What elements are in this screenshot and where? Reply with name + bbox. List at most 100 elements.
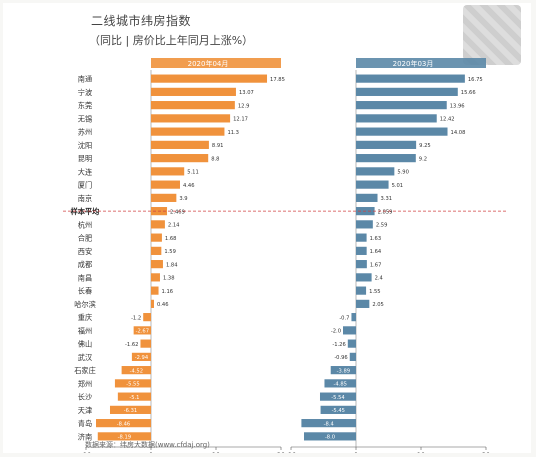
chart-title: 二线城市纬房指数 — [91, 14, 192, 28]
apr-value-label: 8.8 — [211, 156, 219, 162]
mar-bar — [356, 193, 378, 202]
apr-value-label: -4.52 — [130, 368, 143, 374]
mar-tick-label: 10 — [417, 451, 425, 453]
mar-value-label: -5.54 — [331, 395, 345, 401]
mar-bar — [356, 286, 367, 295]
mar-value-label: 2.859 — [378, 209, 393, 215]
apr-value-label: 2.14 — [168, 223, 180, 229]
apr-value-label: 12.17 — [233, 117, 248, 123]
mar-value-label: 2.05 — [372, 302, 384, 308]
category-label: 济南 — [78, 432, 92, 441]
chart-subtitle: （同比 | 房价比上年同月上涨%） — [89, 34, 254, 47]
mar-bar — [356, 127, 448, 136]
mar-bar — [356, 101, 447, 110]
apr-bar — [151, 180, 180, 189]
category-label: 厦门 — [78, 181, 92, 190]
apr-bar — [131, 352, 151, 361]
apr-bar — [140, 339, 151, 348]
blurred-thumbnail — [463, 5, 521, 65]
apr-value-label: -2.94 — [135, 355, 149, 361]
mar-bar — [356, 220, 373, 229]
mar-bar — [349, 352, 356, 361]
apr-bar — [109, 405, 151, 414]
category-label: 合肥 — [78, 234, 92, 243]
mar-tick-label: 0 — [354, 451, 358, 453]
apr-value-label: -1.62 — [125, 342, 138, 348]
apr-bar — [143, 313, 151, 322]
mar-bar — [356, 233, 367, 242]
category-label: 南昌 — [78, 273, 92, 282]
apr-bar — [151, 220, 165, 229]
apr-bar — [151, 246, 162, 255]
apr-bar — [151, 193, 177, 202]
apr-value-label: 13.07 — [239, 90, 254, 96]
mar-value-label: 2.4 — [375, 276, 384, 282]
apr-bar — [151, 101, 235, 110]
mar-bar — [356, 140, 417, 149]
mar-value-label: 15.66 — [461, 90, 476, 96]
category-label: 福州 — [78, 326, 92, 335]
apr-value-label: 2.469 — [170, 209, 185, 215]
category-label: 武汉 — [78, 353, 92, 362]
mar-value-label: 16.75 — [468, 77, 483, 83]
mar-value-label: -0.7 — [339, 315, 349, 321]
mar-value-label: 1.55 — [369, 289, 381, 295]
apr-tick-label: -10 — [81, 451, 92, 453]
mar-bar — [301, 419, 356, 428]
mar-value-label: -8.4 — [324, 421, 335, 427]
category-label: 昆明 — [78, 154, 92, 163]
category-label: 重庆 — [78, 313, 92, 322]
bar-charts: 2020年04月 17.85 南通 13.07 宁波 12.9 东莞 12.17 无锡 11.3 苏… — [63, 58, 508, 453]
mar-bar — [356, 167, 395, 176]
apr-value-label: 4.46 — [183, 183, 195, 189]
apr-tick-label: 20 — [277, 451, 285, 453]
mar-bar — [324, 379, 356, 388]
apr-value-label: 17.85 — [270, 77, 285, 83]
mar-title-band — [356, 58, 486, 68]
apr-value-label: -5.1 — [129, 395, 139, 401]
mar-bar — [356, 260, 367, 269]
apr-bar — [151, 299, 154, 308]
category-label: 无锡 — [78, 114, 92, 123]
mar-value-label: -1.26 — [332, 342, 345, 348]
mar-value-label: -2.0 — [331, 329, 341, 335]
apr-panel-title: 2020年04月 — [188, 59, 229, 68]
category-label: 东莞 — [78, 101, 92, 110]
apr-bar — [114, 379, 151, 388]
apr-bar — [151, 74, 268, 83]
mar-bar — [347, 339, 356, 348]
category-label: 哈尔滨 — [74, 300, 96, 309]
apr-bar — [96, 419, 151, 428]
apr-bar — [151, 87, 236, 96]
mar-value-label: 12.42 — [440, 117, 455, 123]
category-label: 长春 — [78, 287, 92, 296]
mar-value-label: -8.0 — [325, 435, 335, 441]
apr-value-label: 1.16 — [162, 289, 174, 295]
apr-value-label: 8.91 — [212, 143, 224, 149]
apr-value-label: 5.11 — [187, 170, 199, 176]
apr-tick-label: 0 — [149, 451, 153, 453]
category-label: 沈阳 — [78, 141, 92, 150]
mar-value-label: 5.01 — [392, 183, 404, 189]
mar-bar — [356, 74, 465, 83]
apr-value-label: 11.3 — [227, 130, 239, 136]
apr-bar — [151, 127, 225, 136]
mar-value-label: 3.31 — [381, 196, 393, 202]
apr-bar — [151, 286, 159, 295]
apr-value-label: -1.2 — [131, 315, 141, 321]
apr-bar — [151, 233, 162, 242]
mar-tick-label: -10 — [286, 451, 297, 453]
apr-value-label: 12.9 — [238, 103, 250, 109]
category-label: 苏州 — [78, 128, 92, 137]
data-source: 数据来源：纬房大数据(www.cfdaj.org) — [85, 441, 210, 449]
mar-value-label: 1.63 — [370, 236, 382, 242]
mar-panel-title: 2020年03月 — [393, 59, 434, 68]
apr-value-label: -6.31 — [124, 408, 137, 414]
mar-value-label: 9.25 — [419, 143, 431, 149]
mar-bar — [356, 273, 372, 282]
mar-tick-label: 20 — [482, 451, 490, 453]
mar-bar — [304, 432, 356, 441]
apr-value-label: -2.67 — [136, 329, 149, 335]
apr-value-label: -8.46 — [117, 421, 130, 427]
chart-frame: 二线城市纬房指数 （同比 | 房价比上年同月上涨%） 2020年04月 17.85… — [3, 3, 531, 453]
